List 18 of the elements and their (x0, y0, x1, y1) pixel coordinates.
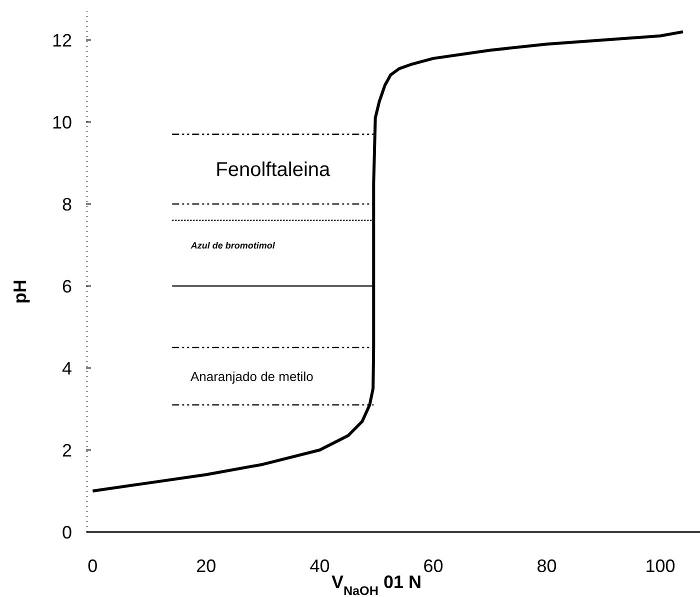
x-tick-label: 40 (310, 556, 330, 576)
y-tick-label: 12 (52, 30, 72, 50)
y-tick-label: 10 (52, 112, 72, 132)
y-tick-label: 8 (62, 194, 72, 214)
annotation: Fenolftaleina (216, 159, 332, 182)
y-tick-label: 2 (62, 440, 72, 460)
x-tick-label: 100 (645, 556, 676, 576)
y-axis-title: pH (10, 280, 30, 304)
x-tick-label: 0 (88, 556, 98, 576)
y-tick-label: 4 (62, 358, 72, 378)
y-tick-label: 6 (62, 276, 72, 296)
annotation: Anaranjado de metilo (190, 368, 314, 384)
x-tick-label: 20 (196, 556, 216, 576)
x-tick-label: 80 (536, 556, 557, 576)
x-tick-label: 60 (423, 556, 444, 576)
x-axis-title: V$_{NaOH}$ 01 N (331, 572, 422, 597)
y-tick-label: 0 (62, 522, 72, 542)
annotation: Azul de bromotimol (190, 240, 276, 250)
